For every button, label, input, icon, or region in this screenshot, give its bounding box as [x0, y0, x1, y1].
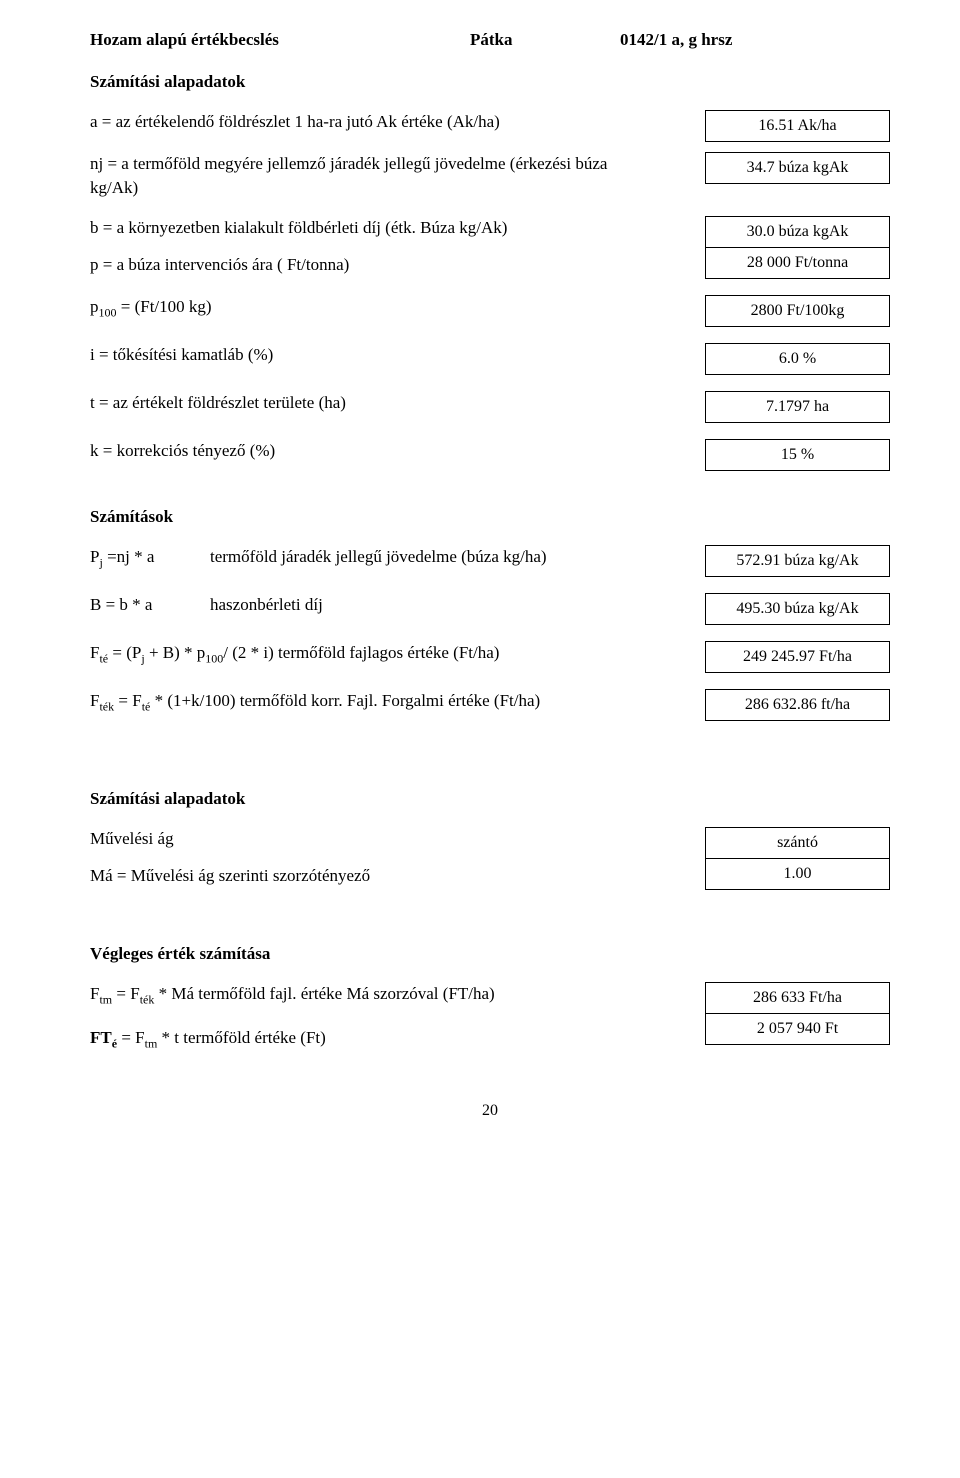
value-ma: 1.00 — [705, 859, 890, 890]
calc-data-block-1: a = az értékelendő földrészlet 1 ha-ra j… — [90, 110, 890, 471]
value-Fte: 249 245.97 Ft/ha — [705, 641, 890, 673]
label-k: k = korrekciós tényező (%) — [90, 439, 660, 463]
calculations-block: Pj =nj * a termőföld járadék jellegű jöv… — [90, 545, 890, 721]
final-block: Ftm = Fték * Má termőföld fajl. értéke M… — [90, 982, 890, 1052]
value-i: 6.0 % — [705, 343, 890, 375]
value-Ftm: 286 633 Ft/ha — [705, 982, 890, 1014]
section-final: Végleges érték számítása — [90, 944, 890, 964]
label-nj: nj = a termőföld megyére jellemző járadé… — [90, 152, 660, 200]
section-calculations: Számítások — [90, 507, 890, 527]
header-parcel: 0142/1 a, g hrsz — [620, 30, 732, 50]
value-b: 30.0 búza kgAk — [705, 216, 890, 248]
section-calc-data-2: Számítási alapadatok — [90, 789, 890, 809]
value-k: 15 % — [705, 439, 890, 471]
value-FTe: 2 057 940 Ft — [705, 1014, 890, 1045]
value-muvelesi: szántó — [705, 827, 890, 859]
section-calc-data-1: Számítási alapadatok — [90, 72, 890, 92]
label-FTe: FTé = Ftm * t termőföld értéke (Ft) — [90, 1026, 650, 1052]
value-nj: 34.7 búza kgAk — [705, 152, 890, 184]
label-t: t = az értékelt földrészlet területe (ha… — [90, 391, 660, 415]
value-pj: 572.91 búza kg/Ak — [705, 545, 890, 577]
label-muvelesi: Művelési ág — [90, 827, 650, 851]
label-i: i = tőkésítési kamatláb (%) — [90, 343, 660, 367]
value-p: 28 000 Ft/tonna — [705, 248, 890, 279]
label-pj: Pj =nj * a termőföld járadék jellegű jöv… — [90, 545, 660, 571]
label-a: a = az értékelendő földrészlet 1 ha-ra j… — [90, 110, 660, 134]
calc-data-block-2: Művelési ág Má = Művelési ág szerinti sz… — [90, 827, 890, 890]
label-B: B = b * a haszonbérleti díj — [90, 593, 660, 617]
value-Ftek: 286 632.86 ft/ha — [705, 689, 890, 721]
value-B: 495.30 búza kg/Ak — [705, 593, 890, 625]
header-title: Hozam alapú értékbecslés — [90, 30, 470, 50]
page-header: Hozam alapú értékbecslés Pátka 0142/1 a,… — [90, 30, 890, 50]
value-p100: 2800 Ft/100kg — [705, 295, 890, 327]
label-p: p = a búza intervenciós ára ( Ft/tonna) — [90, 253, 650, 277]
label-ma: Má = Művelési ág szerinti szorzótényező — [90, 864, 650, 888]
value-a: 16.51 Ak/ha — [705, 110, 890, 142]
label-b: b = a környezetben kialakult földbérleti… — [90, 216, 650, 240]
label-Ftek: Fték = Fté * (1+k/100) termőföld korr. F… — [90, 689, 660, 715]
page-number: 20 — [90, 1102, 890, 1120]
label-Fte: Fté = (Pj + B) * p100/ (2 * i) termőföld… — [90, 641, 660, 667]
label-Ftm: Ftm = Fték * Má termőföld fajl. értéke M… — [90, 982, 650, 1008]
label-p100: p100 = (Ft/100 kg) — [90, 295, 660, 321]
header-location: Pátka — [470, 30, 620, 50]
value-t: 7.1797 ha — [705, 391, 890, 423]
